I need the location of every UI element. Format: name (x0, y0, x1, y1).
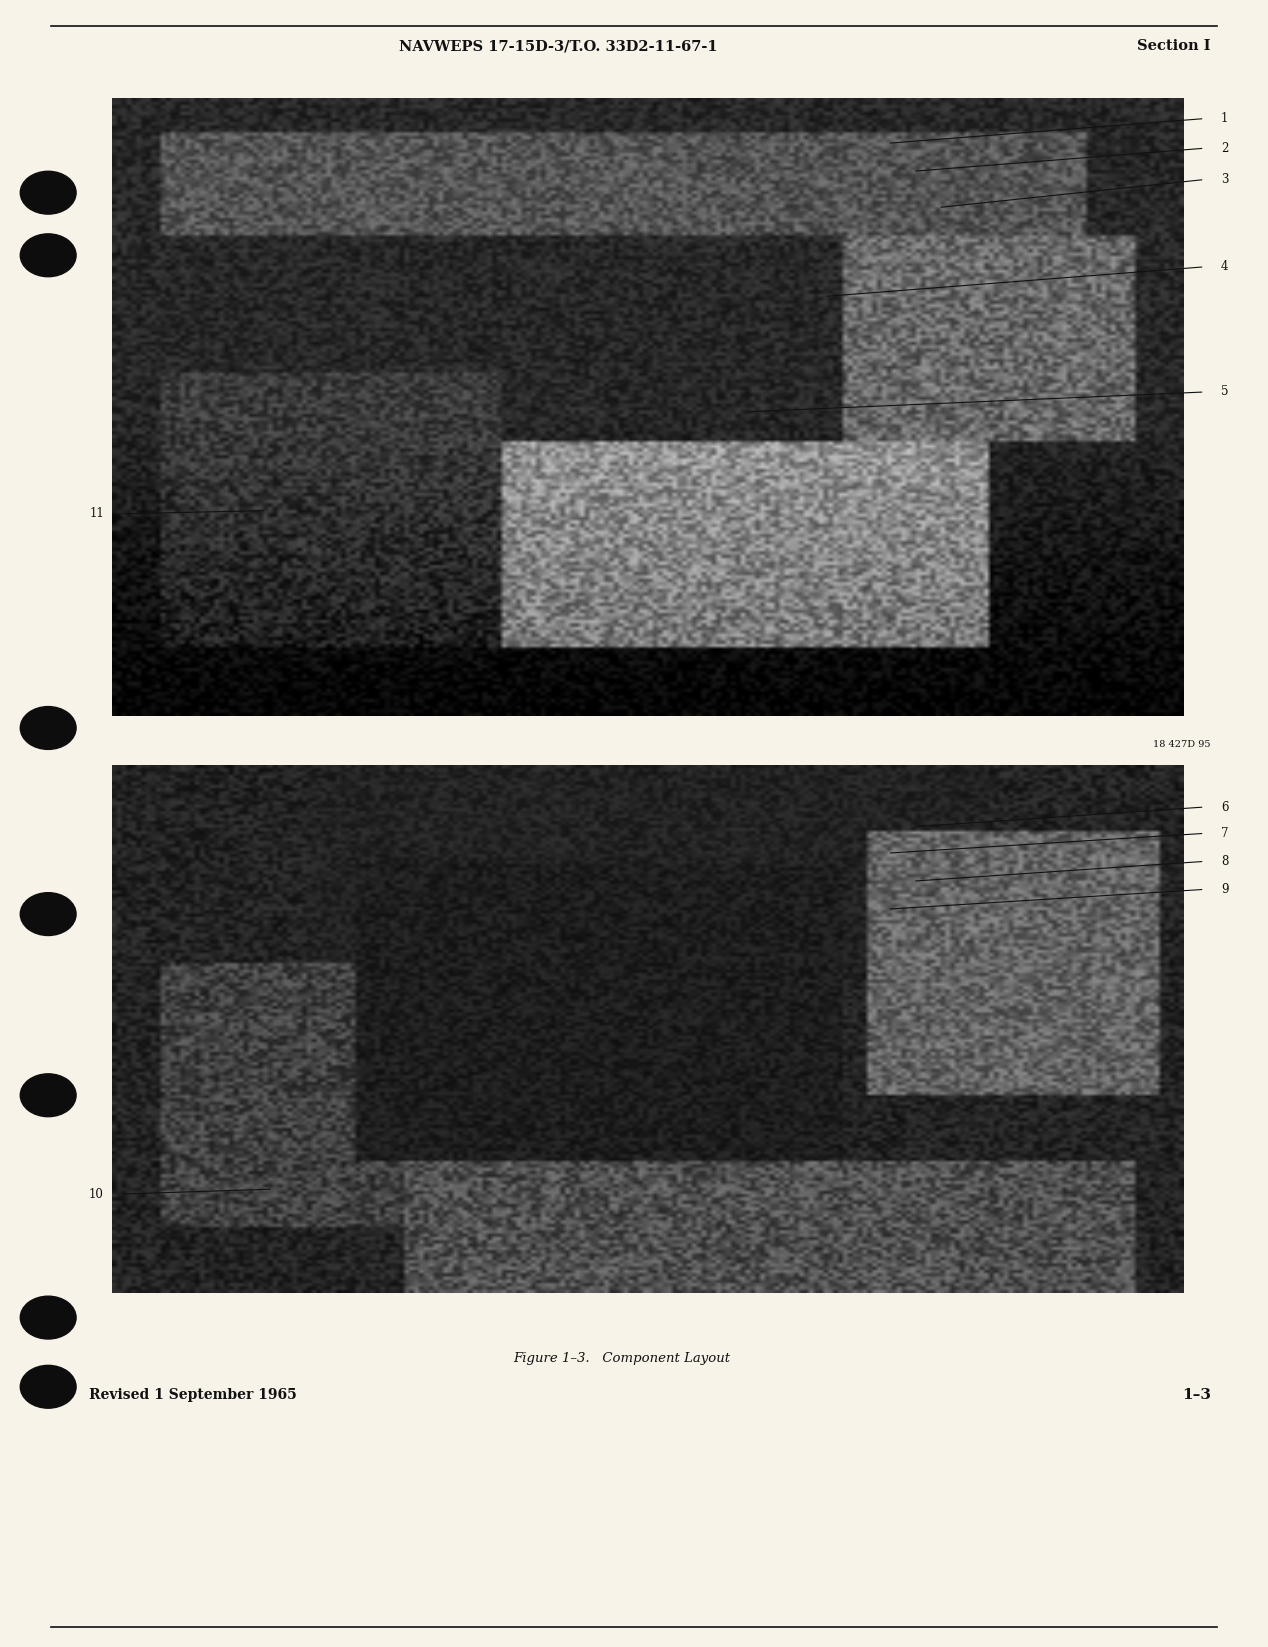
Ellipse shape (20, 1365, 76, 1408)
Ellipse shape (20, 171, 76, 214)
Text: 8: 8 (1221, 855, 1229, 868)
Text: 6: 6 (1221, 800, 1229, 814)
Text: 3: 3 (1221, 173, 1229, 186)
Text: 18 427D 95: 18 427D 95 (1154, 740, 1211, 749)
Text: Revised 1 September 1965: Revised 1 September 1965 (89, 1388, 297, 1402)
Text: 7: 7 (1221, 827, 1229, 840)
Ellipse shape (20, 1296, 76, 1339)
Ellipse shape (20, 1074, 76, 1117)
Text: NAVWEPS 17-15D-3/T.O. 33D2-11-67-1: NAVWEPS 17-15D-3/T.O. 33D2-11-67-1 (398, 40, 718, 53)
Text: 9: 9 (1221, 883, 1229, 896)
Text: 5: 5 (1221, 385, 1229, 399)
Text: 1: 1 (1221, 112, 1229, 125)
Text: Section I: Section I (1137, 40, 1211, 53)
Text: 11: 11 (89, 507, 104, 520)
Text: 1–3: 1–3 (1182, 1388, 1211, 1402)
Text: Figure 1–3.   Component Layout: Figure 1–3. Component Layout (512, 1352, 730, 1365)
Text: 10: 10 (89, 1187, 104, 1201)
Ellipse shape (20, 707, 76, 749)
Text: 2: 2 (1221, 142, 1229, 155)
Ellipse shape (20, 893, 76, 935)
Ellipse shape (20, 234, 76, 277)
Text: 4: 4 (1221, 260, 1229, 273)
